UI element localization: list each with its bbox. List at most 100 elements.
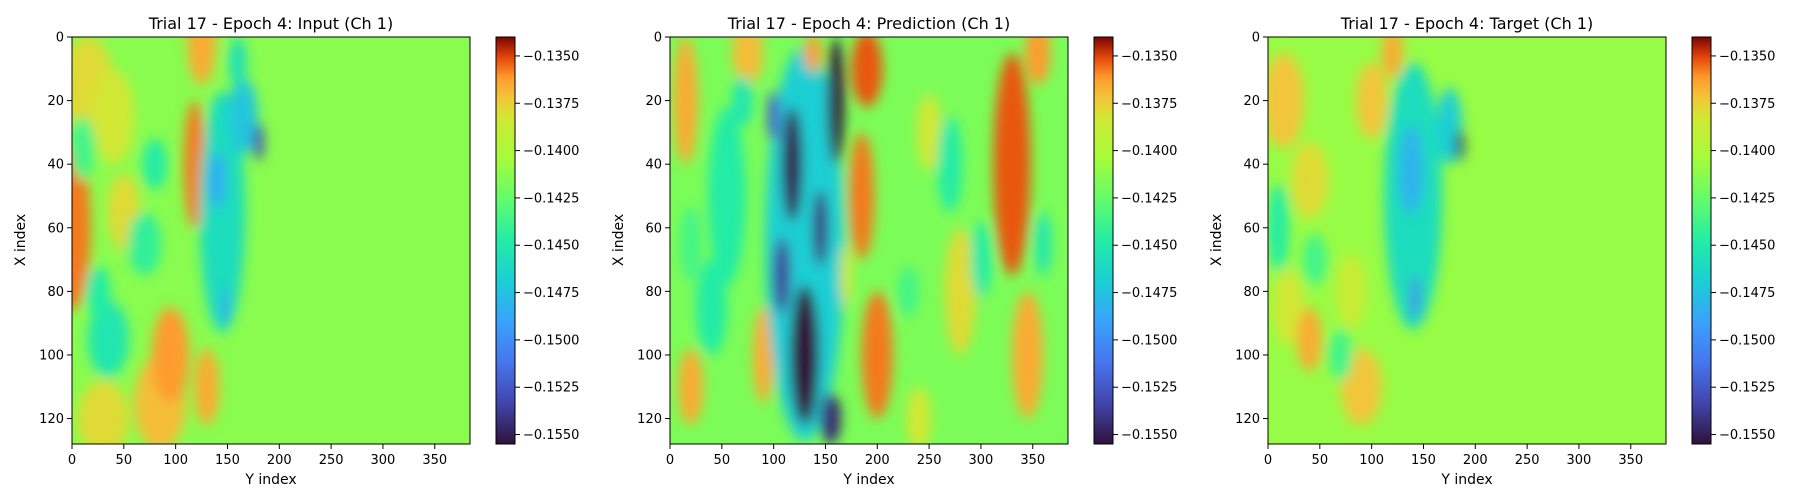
colorbar-ticks: −0.1350 −0.1375 −0.1400 −0.1425 −0.1450 −0.14… bbox=[1711, 49, 1775, 443]
heatmap-region bbox=[1268, 183, 1289, 273]
heatmap-region bbox=[839, 243, 853, 308]
heatmap-region bbox=[752, 307, 774, 403]
y-tick-label: 40 bbox=[645, 158, 662, 173]
y-axis: 0 20 40 60 80 100 120 bbox=[637, 31, 670, 427]
heatmap-region bbox=[898, 265, 919, 317]
colorbar bbox=[495, 36, 516, 445]
colorbar-tick-label: −0.1400 bbox=[1719, 144, 1775, 159]
x-tick-label: 200 bbox=[267, 453, 292, 468]
x-tick-label: 150 bbox=[1411, 453, 1436, 468]
colorbar-tick-label: −0.1400 bbox=[523, 144, 579, 159]
heatmap-cells bbox=[673, 37, 1052, 444]
heatmap-region bbox=[1335, 253, 1367, 330]
heatmap-region bbox=[208, 151, 226, 209]
heatmap-region bbox=[678, 348, 704, 425]
heatmap-region bbox=[1034, 211, 1052, 276]
x-tick-label: 150 bbox=[813, 453, 838, 468]
y-tick-label: 20 bbox=[1243, 94, 1260, 109]
heatmap-region bbox=[732, 37, 764, 85]
heatmap-region bbox=[944, 227, 976, 355]
y-tick-label: 80 bbox=[1243, 285, 1260, 300]
colorbar-tick-label: −0.1500 bbox=[1121, 333, 1177, 348]
y-tick-label: 20 bbox=[645, 94, 662, 109]
heatmap-region bbox=[87, 300, 130, 378]
x-tick-label: 50 bbox=[1312, 453, 1329, 468]
heatmap-region bbox=[680, 205, 702, 282]
y-tick-label: 60 bbox=[1243, 221, 1260, 236]
heatmap-region bbox=[781, 106, 803, 222]
y-tick-label: 60 bbox=[645, 221, 662, 236]
colorbar-tick-label: −0.1525 bbox=[523, 381, 579, 396]
heatmap-region bbox=[72, 116, 95, 181]
colorbar-tick-label: −0.1450 bbox=[1121, 239, 1177, 254]
y-tick-label: 120 bbox=[637, 412, 662, 427]
colorbar-ticks: −0.1350 −0.1375 −0.1400 −0.1425 −0.1450 −0.14… bbox=[1113, 49, 1177, 443]
x-tick-label: 100 bbox=[1359, 453, 1384, 468]
colorbar-tick-label: −0.1475 bbox=[1719, 286, 1775, 301]
heatmap-region bbox=[804, 37, 822, 72]
heatmap-region bbox=[732, 75, 753, 127]
x-tick-label: 250 bbox=[319, 453, 344, 468]
heatmap-region bbox=[790, 285, 820, 425]
heatmap-region bbox=[1455, 129, 1464, 162]
colorbar-tick-label: −0.1375 bbox=[523, 97, 579, 112]
x-tick-label: 0 bbox=[68, 453, 76, 468]
y-tick-label: 100 bbox=[1235, 348, 1260, 363]
x-axis: 0 50 100 150 200 250 300 350 bbox=[1264, 444, 1643, 468]
heatmap-region bbox=[673, 37, 698, 165]
x-tick-label: 150 bbox=[215, 453, 240, 468]
y-tick-label: 20 bbox=[47, 94, 64, 109]
y-tick-label: 0 bbox=[1252, 31, 1260, 46]
heatmap-region bbox=[1302, 234, 1328, 286]
heatmap-region bbox=[970, 221, 992, 298]
heatmap-region bbox=[228, 78, 258, 155]
colorbar-tick-label: −0.1525 bbox=[1719, 381, 1775, 396]
heatmap-region bbox=[993, 52, 1031, 276]
y-axis-label: X index bbox=[611, 214, 627, 266]
colorbar-tick-label: −0.1500 bbox=[523, 333, 579, 348]
heatmap-region bbox=[77, 380, 129, 444]
heatmap-region bbox=[813, 189, 828, 266]
y-tick-label: 100 bbox=[39, 348, 64, 363]
heatmap-region bbox=[151, 307, 190, 403]
x-tick-label: 0 bbox=[666, 453, 674, 468]
heatmap-region bbox=[1382, 37, 1403, 79]
x-axis: 0 50 100 150 200 250 300 350 bbox=[68, 444, 447, 468]
colorbar bbox=[1691, 36, 1712, 445]
colorbar-tick-label: −0.1550 bbox=[1121, 428, 1177, 443]
heatmap-region bbox=[1012, 291, 1044, 419]
heatmap-region bbox=[1297, 307, 1322, 371]
heatmap-region bbox=[773, 237, 791, 314]
x-tick-label: 350 bbox=[1020, 453, 1045, 468]
colorbar-tick-label: −0.1500 bbox=[1719, 333, 1775, 348]
y-tick-label: 100 bbox=[637, 348, 662, 363]
heatmap-area bbox=[72, 37, 470, 444]
heatmap-region bbox=[142, 138, 168, 190]
x-tick-label: 250 bbox=[1515, 453, 1540, 468]
heatmap-region bbox=[767, 91, 780, 142]
heatmap-region bbox=[827, 37, 845, 165]
heatmap-region bbox=[861, 291, 893, 419]
heatmap-region bbox=[695, 259, 728, 355]
colorbar-tick-label: −0.1450 bbox=[1719, 239, 1775, 254]
heatmap-region bbox=[1290, 141, 1329, 219]
heatmap-region bbox=[1273, 269, 1305, 346]
y-tick-label: 0 bbox=[654, 31, 662, 46]
heatmap-region bbox=[253, 122, 264, 162]
heatmap-region bbox=[1411, 275, 1420, 320]
colorbar-ticks: −0.1350 −0.1375 −0.1400 −0.1425 −0.1450 −0.14… bbox=[515, 49, 579, 443]
heatmap-region bbox=[1356, 62, 1388, 139]
heatmap-region bbox=[229, 37, 247, 88]
colorbar-tick-label: −0.1350 bbox=[1121, 49, 1177, 64]
heatmap-region bbox=[1398, 126, 1424, 216]
heatmap-region bbox=[820, 393, 842, 444]
heatmap-region bbox=[1328, 329, 1353, 381]
colorbar bbox=[1093, 36, 1114, 445]
colorbar-tick-label: −0.1550 bbox=[523, 428, 579, 443]
x-tick-label: 100 bbox=[163, 453, 188, 468]
heatmap-area bbox=[1268, 37, 1666, 444]
heatmap-region bbox=[194, 348, 220, 425]
x-axis-label: Y index bbox=[842, 472, 894, 488]
x-tick-label: 50 bbox=[714, 453, 731, 468]
